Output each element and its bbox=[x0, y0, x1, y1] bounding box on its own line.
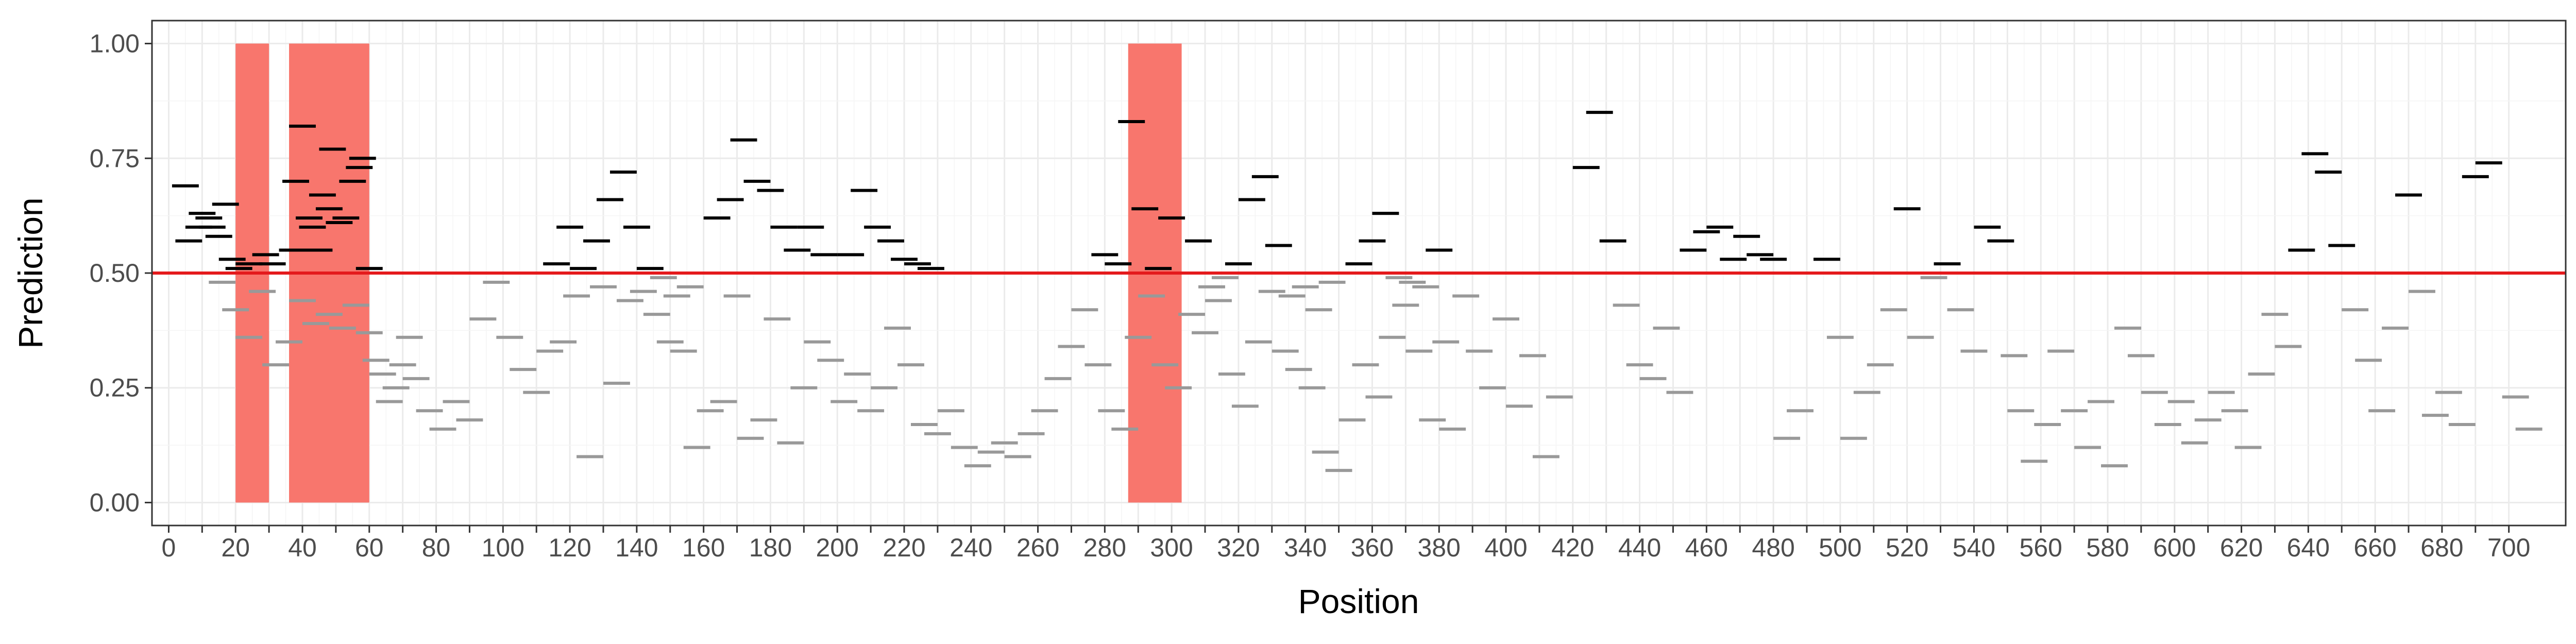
y-tick-label: 0.50 bbox=[90, 259, 140, 287]
x-tick-label: 680 bbox=[2420, 533, 2463, 562]
y-tick-label: 0.75 bbox=[90, 144, 140, 173]
x-tick-label: 60 bbox=[355, 533, 384, 562]
x-tick-label: 20 bbox=[221, 533, 250, 562]
prediction-segments bbox=[172, 111, 2543, 472]
x-tick-label: 460 bbox=[1685, 533, 1728, 562]
x-tick-label: 440 bbox=[1618, 533, 1661, 562]
y-tick-label: 0.25 bbox=[90, 374, 140, 402]
x-tick-label: 100 bbox=[482, 533, 524, 562]
x-tick-label: 280 bbox=[1083, 533, 1126, 562]
x-tick-label: 620 bbox=[2220, 533, 2263, 562]
x-tick-label: 520 bbox=[1886, 533, 1928, 562]
x-tick-label: 700 bbox=[2487, 533, 2530, 562]
y-tick-label: 1.00 bbox=[90, 29, 140, 58]
x-tick-label: 380 bbox=[1418, 533, 1461, 562]
x-tick-label: 360 bbox=[1351, 533, 1394, 562]
x-tick-label: 220 bbox=[883, 533, 925, 562]
y-tick-label: 0.00 bbox=[90, 488, 140, 517]
x-tick-label: 40 bbox=[288, 533, 317, 562]
x-axis-title: Position bbox=[1298, 582, 1419, 620]
x-tick-label: 560 bbox=[2020, 533, 2062, 562]
y-axis: 0.00 0.25 0.50 0.75 1.00 bbox=[90, 29, 152, 517]
x-tick-label: 580 bbox=[2086, 533, 2129, 562]
x-tick-label: 260 bbox=[1016, 533, 1059, 562]
x-tick-label: 300 bbox=[1150, 533, 1193, 562]
y-axis-title: Prediction bbox=[11, 197, 49, 349]
x-tick-label: 420 bbox=[1551, 533, 1594, 562]
x-tick-label: 0 bbox=[162, 533, 176, 562]
x-tick-label: 340 bbox=[1284, 533, 1327, 562]
x-tick-label: 140 bbox=[615, 533, 658, 562]
x-tick-label: 540 bbox=[1953, 533, 1995, 562]
x-tick-label: 320 bbox=[1217, 533, 1260, 562]
x-tick-label: 120 bbox=[548, 533, 591, 562]
x-tick-label: 160 bbox=[682, 533, 725, 562]
x-tick-label: 600 bbox=[2153, 533, 2196, 562]
x-tick-label: 80 bbox=[422, 533, 451, 562]
x-tick-label: 180 bbox=[749, 533, 792, 562]
x-tick-label: 480 bbox=[1752, 533, 1794, 562]
x-tick-label: 240 bbox=[950, 533, 992, 562]
x-tick-label: 200 bbox=[816, 533, 859, 562]
x-tick-label: 640 bbox=[2287, 533, 2330, 562]
x-tick-label: 500 bbox=[1819, 533, 1861, 562]
x-tick-label: 660 bbox=[2353, 533, 2396, 562]
x-tick-label: 400 bbox=[1484, 533, 1527, 562]
x-axis: 0 20 40 60 80 100 120 140 160 180 200 220 240 260 280 3… bbox=[162, 526, 2530, 562]
